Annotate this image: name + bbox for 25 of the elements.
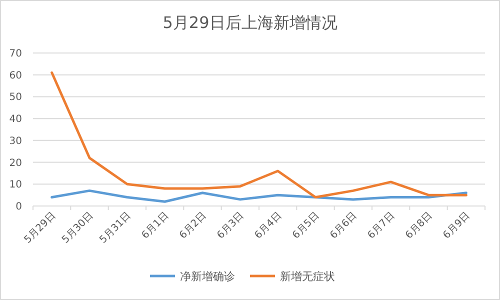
x-tick-label: 5月31日 [98,210,134,246]
y-tick-label: 40 [9,114,22,126]
legend-label: 净新增确诊 [180,270,235,283]
y-tick-label: 70 [9,48,22,60]
y-tick-label: 20 [9,158,22,169]
line-series [50,71,468,199]
x-tick-label: 6月5日 [290,210,322,242]
y-tick-label: 10 [9,180,22,191]
x-tick-label: 6月4日 [253,210,284,242]
y-tick-label: 60 [9,70,22,82]
x-tick-label: 6月6日 [328,210,360,242]
line-series [50,189,468,203]
x-tick-label: 6月8日 [404,210,435,242]
chart-title: 5月29日后上海新增情况 [162,13,338,32]
x-tick-label: 6月9日 [441,210,472,242]
x-tick-label: 5月30日 [60,210,96,246]
x-tick-label: 5月29日 [22,210,58,246]
y-tick-label: 50 [9,92,22,104]
x-tick-label: 6月1日 [140,210,171,242]
x-tick-label: 6月7日 [366,210,397,242]
x-tick-label: 6月3日 [215,210,246,242]
y-tick-label: 30 [9,136,22,147]
y-tick-label: 0 [16,202,22,212]
legend-label: 新增无症状 [280,270,335,283]
x-tick-label: 6月2日 [178,210,209,242]
